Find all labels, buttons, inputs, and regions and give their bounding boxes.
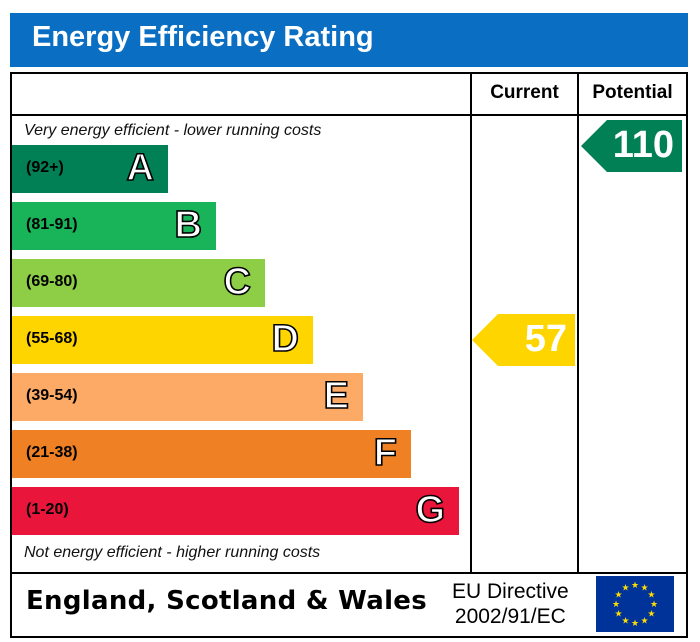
- rating-table: Current Potential Very energy efficient …: [10, 72, 688, 638]
- potential-rating-value: 110: [612, 124, 674, 166]
- band-letter: A: [126, 146, 155, 190]
- band-d: (55-68) D: [12, 316, 313, 364]
- band-b: (81-91) B: [12, 202, 216, 250]
- star-icon: ★: [640, 615, 648, 625]
- current-column-header: Current: [490, 82, 559, 103]
- directive-line1: EU Directive: [452, 580, 569, 603]
- band-g: (1-20) G: [12, 487, 459, 535]
- band-c: (69-80) C: [12, 259, 265, 307]
- chart-title: Energy Efficiency Rating: [32, 21, 374, 53]
- star-icon: ★: [612, 599, 620, 609]
- band-letter: E: [323, 374, 350, 418]
- column-divider: [577, 74, 579, 572]
- current-rating-value: 57: [524, 318, 567, 360]
- star-icon: ★: [647, 609, 655, 619]
- star-icon: ★: [621, 615, 629, 625]
- band-range: (55-68): [26, 330, 78, 347]
- star-icon: ★: [647, 590, 655, 600]
- star-icon: ★: [650, 599, 658, 609]
- star-icon: ★: [615, 609, 623, 619]
- star-icon: ★: [640, 583, 648, 593]
- band-range: (21-38): [26, 444, 78, 461]
- eu-directive: EU Directive 2002/91/EC: [452, 579, 569, 629]
- potential-rating-arrow: 110: [581, 120, 682, 172]
- band-letter: B: [174, 203, 203, 247]
- band-a: (92+) A: [12, 145, 168, 193]
- star-icon: ★: [621, 583, 629, 593]
- band-range: (39-54): [26, 387, 78, 404]
- column-divider: [470, 74, 472, 572]
- region-label: England, Scotland & Wales: [26, 586, 427, 616]
- band-range: (81-91): [26, 216, 78, 233]
- band-letter: C: [223, 260, 252, 304]
- eu-flag-icon: ★ ★★★★★★★★★★★: [596, 576, 674, 632]
- top-note: Very energy efficient - lower running co…: [24, 122, 322, 139]
- band-range: (1-20): [26, 501, 69, 518]
- band-letter: F: [373, 431, 398, 475]
- star-icon: ★: [631, 618, 639, 628]
- band-letter: G: [415, 488, 446, 532]
- band-range: (92+): [26, 159, 64, 176]
- bottom-note: Not energy efficient - higher running co…: [24, 544, 321, 561]
- band-f: (21-38) F: [12, 430, 411, 478]
- star-icon: ★: [631, 580, 639, 590]
- header-divider: [12, 114, 686, 116]
- title-banner: Energy Efficiency Rating: [10, 13, 688, 67]
- band-e: (39-54) E: [12, 373, 363, 421]
- star-icon: ★: [615, 590, 623, 600]
- current-rating-arrow: 57: [472, 314, 575, 366]
- band-range: (69-80): [26, 273, 78, 290]
- potential-column-header: Potential: [592, 82, 673, 103]
- band-letter: D: [271, 317, 300, 361]
- footer-divider: [12, 572, 686, 574]
- directive-line2: 2002/91/EC: [454, 605, 566, 628]
